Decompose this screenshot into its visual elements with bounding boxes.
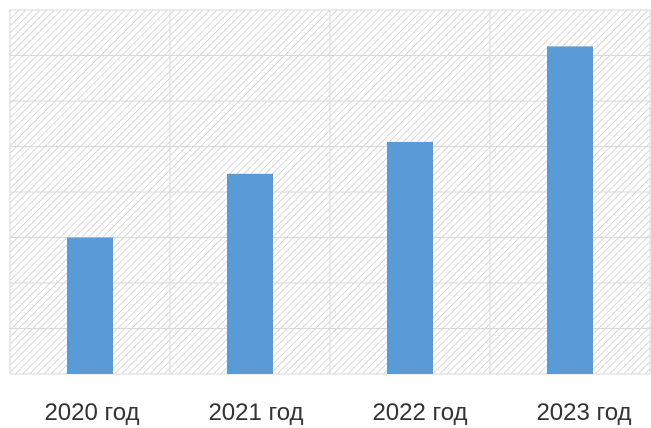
x-axis-labels: 2020 год 2021 год 2022 год 2023 год (44, 399, 631, 426)
bar-2021-год (227, 173, 273, 374)
gridlines (9, 9, 651, 375)
bar-2020-год (67, 237, 113, 374)
bar-2022-год (387, 141, 433, 374)
bar-2023-год (547, 46, 593, 375)
bars (67, 46, 593, 375)
x-tick-label: 2020 год (44, 399, 139, 426)
x-tick-label: 2021 год (208, 399, 303, 426)
x-tick-label: 2022 год (372, 399, 467, 426)
x-tick-label: 2023 год (536, 399, 631, 426)
